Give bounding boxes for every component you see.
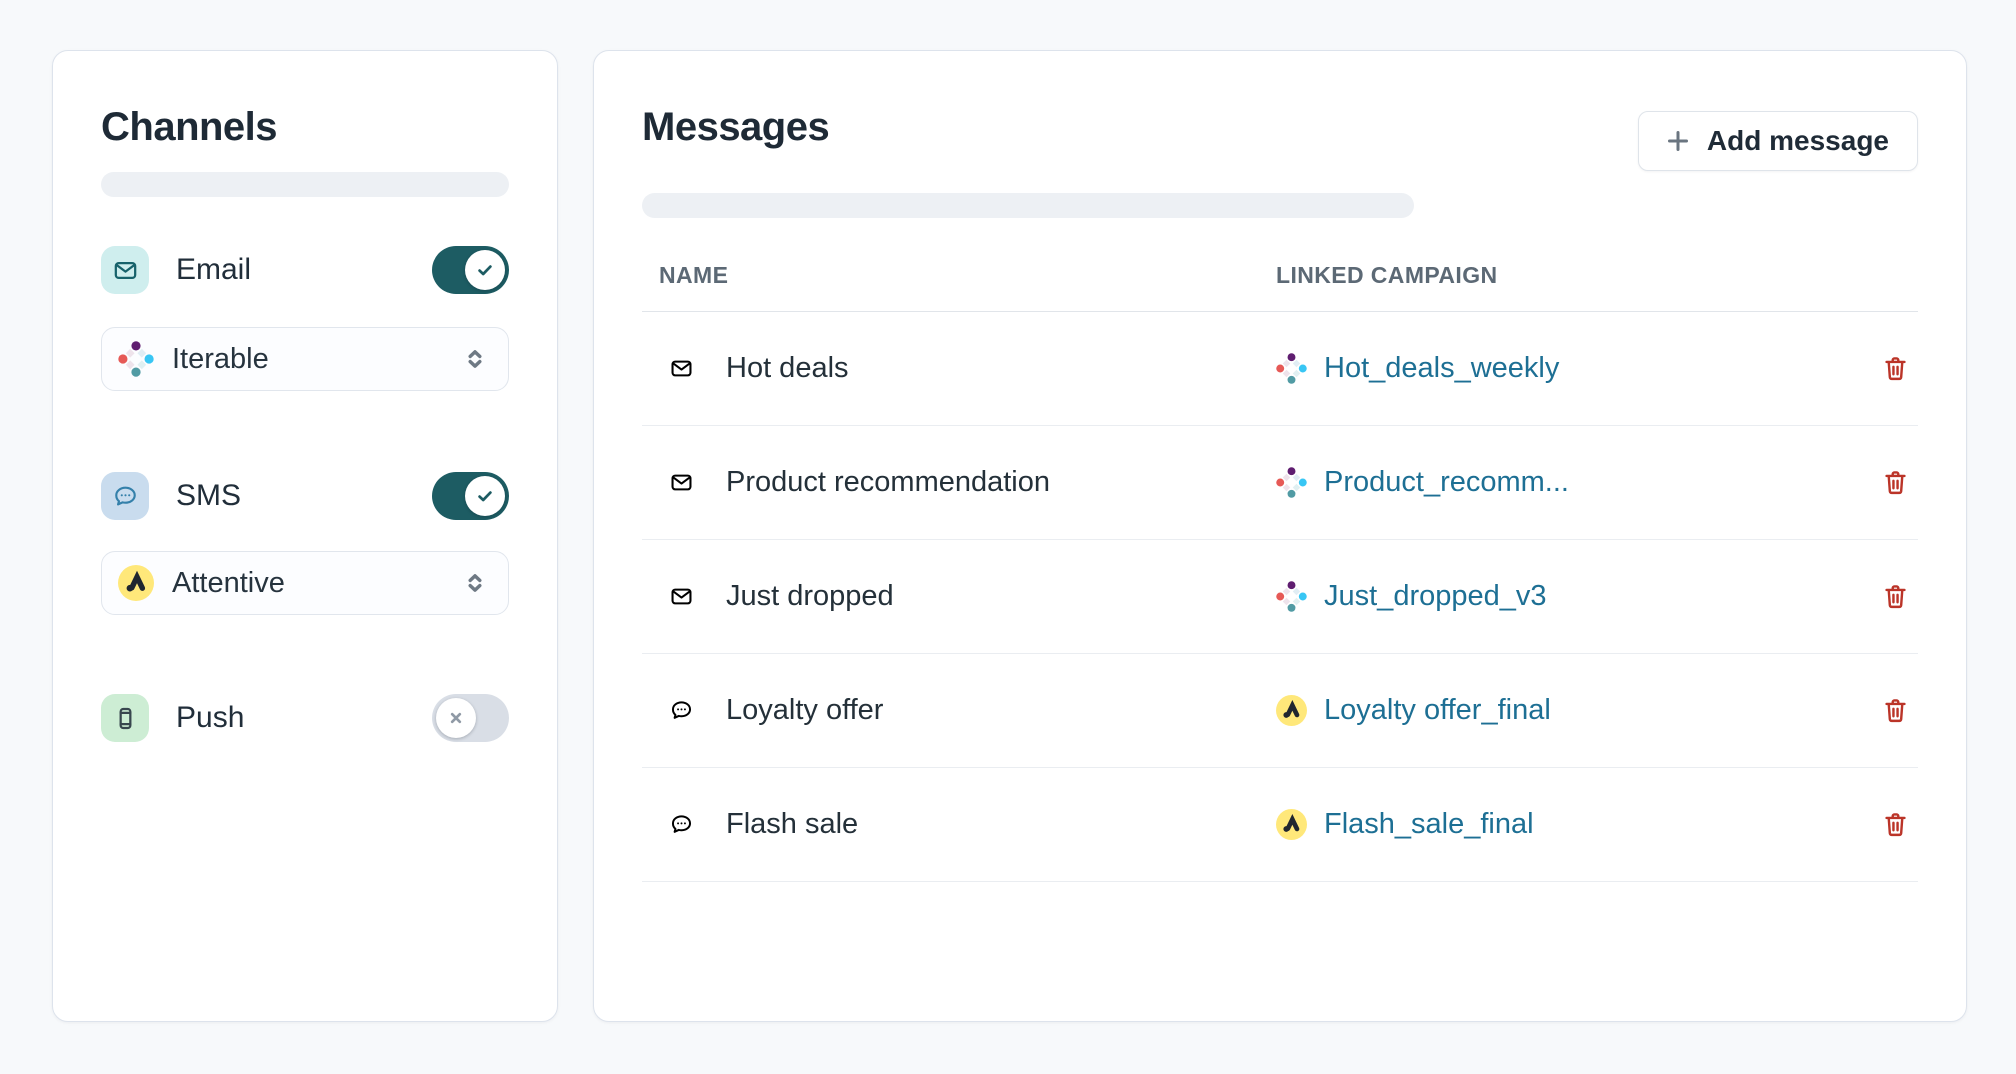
campaign-platform-logo — [1276, 467, 1307, 498]
channel-type-icon — [659, 346, 704, 391]
plus-icon — [1663, 126, 1693, 156]
channel-label-push: Push — [176, 701, 245, 734]
channel-type-icon — [659, 460, 704, 505]
campaign-platform-logo — [1276, 809, 1307, 840]
envelope-icon — [671, 588, 692, 605]
table-header: NAME LINKED CAMPAIGN — [642, 262, 1918, 289]
check-icon — [478, 491, 492, 502]
delete-message-button[interactable] — [1875, 349, 1915, 389]
campaign-platform-logo — [1276, 581, 1307, 612]
channel-row-sms: SMS — [101, 472, 509, 520]
email-provider-value: Iterable — [172, 342, 269, 375]
attentive-logo — [1276, 695, 1307, 726]
channel-row-email: Email — [101, 246, 509, 294]
sms-provider-value: Attentive — [172, 566, 285, 599]
column-header-linked-campaign: LINKED CAMPAIGN — [1276, 262, 1498, 288]
channels-title: Channels — [101, 105, 278, 149]
message-name: Loyalty offer — [726, 694, 884, 726]
campaign-link[interactable]: Hot_deals_weekly — [1324, 352, 1560, 384]
table-row: Product recommendation — [642, 426, 1918, 540]
table-row: Hot deals — [642, 312, 1918, 426]
push-toggle[interactable] — [432, 694, 509, 742]
table-body: Hot deals — [642, 312, 1918, 882]
skeleton-bar — [642, 193, 1414, 218]
delete-message-button[interactable] — [1875, 805, 1915, 845]
delete-message-button[interactable] — [1875, 691, 1915, 731]
campaign-link[interactable]: Just_dropped_v3 — [1324, 580, 1547, 612]
column-header-name: NAME — [659, 262, 729, 288]
add-message-button[interactable]: Add message — [1637, 111, 1918, 171]
check-icon — [478, 265, 492, 276]
sms-provider-select[interactable]: Attentive — [101, 551, 509, 615]
attentive-logo — [1276, 809, 1307, 840]
envelope-icon — [101, 246, 149, 294]
envelope-icon — [671, 360, 692, 377]
table-row: Flash sale — [642, 768, 1918, 882]
toggle-knob — [436, 698, 476, 738]
header-divider — [642, 311, 1918, 312]
chevron-updown-icon — [462, 570, 488, 596]
campaign-link[interactable]: Product_recomm... — [1324, 466, 1569, 498]
skeleton-bar — [101, 172, 509, 197]
channel-label-sms: SMS — [176, 479, 242, 512]
name-cell: Flash sale — [659, 802, 1276, 847]
campaign-cell: Hot_deals_weekly — [1276, 352, 1858, 385]
campaign-cell: Flash_sale_final — [1276, 808, 1858, 841]
name-cell: Hot deals — [659, 346, 1276, 391]
trash-icon — [1884, 813, 1906, 837]
x-icon — [450, 712, 462, 724]
sms-toggle[interactable] — [432, 472, 509, 520]
channel-type-icon — [659, 574, 704, 619]
channel-row-push: Push — [101, 694, 509, 742]
table-row: Just dropped — [642, 540, 1918, 654]
channels-panel: Channels Email — [52, 50, 558, 1022]
trash-icon — [1884, 585, 1906, 609]
attentive-logo — [118, 565, 154, 601]
campaign-platform-logo — [1276, 695, 1307, 726]
name-cell: Product recommendation — [659, 460, 1276, 505]
add-message-label: Add message — [1706, 125, 1889, 156]
campaign-link[interactable]: Flash_sale_final — [1324, 808, 1534, 840]
iterable-logo — [1276, 353, 1307, 384]
name-cell: Loyalty offer — [659, 688, 1276, 733]
campaign-cell: Just_dropped_v3 — [1276, 580, 1858, 613]
trash-icon — [1884, 699, 1906, 723]
table-row: Loyalty offer — [642, 654, 1918, 768]
campaign-cell: Loyalty offer_final — [1276, 694, 1858, 727]
messages-title: Messages — [642, 105, 830, 149]
channel-label-email: Email — [176, 253, 252, 286]
campaign-link[interactable]: Loyalty offer_final — [1324, 694, 1551, 726]
toggle-knob — [465, 476, 505, 516]
toggle-knob — [465, 250, 505, 290]
iterable-logo — [1276, 581, 1307, 612]
trash-icon — [1884, 357, 1906, 381]
trash-icon — [1884, 471, 1906, 495]
message-name: Product recommendation — [726, 466, 1050, 498]
campaign-platform-logo — [1276, 353, 1307, 384]
messages-table: NAME LINKED CAMPAIGN Hot deals — [642, 262, 1918, 882]
iterable-logo — [1276, 467, 1307, 498]
message-name: Hot deals — [726, 352, 849, 384]
channel-type-icon — [659, 802, 704, 847]
chat-bubble-icon — [671, 815, 692, 833]
name-cell: Just dropped — [659, 574, 1276, 619]
envelope-icon — [671, 474, 692, 491]
channel-type-icon — [659, 688, 704, 733]
delete-message-button[interactable] — [1875, 577, 1915, 617]
chevron-updown-icon — [462, 346, 488, 372]
delete-message-button[interactable] — [1875, 463, 1915, 503]
iterable-logo — [118, 341, 154, 377]
chat-bubble-icon — [101, 472, 149, 520]
email-toggle[interactable] — [432, 246, 509, 294]
chat-bubble-icon — [671, 701, 692, 719]
email-provider-select[interactable]: Iterable — [101, 327, 509, 391]
message-name: Just dropped — [726, 580, 894, 612]
campaign-cell: Product_recomm... — [1276, 466, 1858, 499]
phone-icon — [101, 694, 149, 742]
messages-panel: Messages Add message NAME LINKED CAMPAIG… — [593, 50, 1967, 1022]
message-name: Flash sale — [726, 808, 859, 840]
